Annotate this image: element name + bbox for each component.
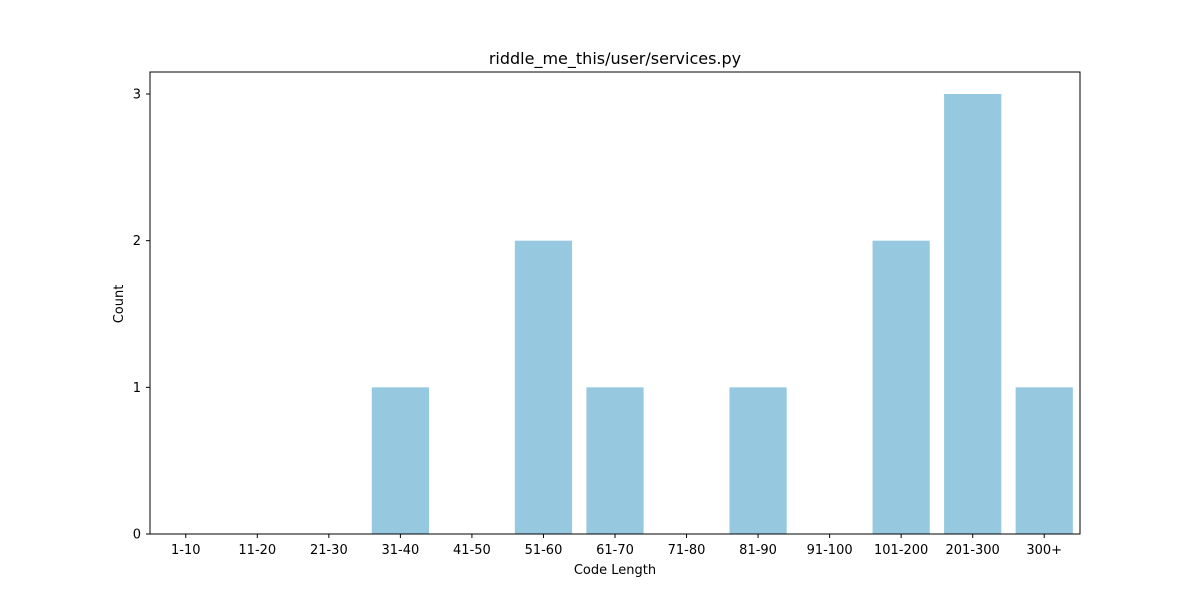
x-axis: 1-10 11-20 21-30 31-40 41-50 51-60 61-70 71-80 8… bbox=[171, 534, 1062, 558]
x-axis-label: Code Length bbox=[574, 563, 656, 578]
bars-layer bbox=[371, 94, 1073, 534]
x-tick-label: 21-30 bbox=[310, 543, 348, 558]
bar-300+ bbox=[1015, 387, 1073, 534]
y-tick-label: 2 bbox=[133, 234, 141, 249]
x-tick-label: 81-90 bbox=[739, 543, 777, 558]
x-tick-label: 51-60 bbox=[525, 543, 563, 558]
x-tick-label: 31-40 bbox=[381, 543, 419, 558]
y-axis: 0 1 2 3 bbox=[133, 88, 150, 543]
plot-frame bbox=[149, 71, 1081, 535]
y-tick-label: 0 bbox=[133, 528, 141, 543]
x-tick-label: 71-80 bbox=[668, 543, 706, 558]
x-tick-label: 101-200 bbox=[874, 543, 928, 558]
bar-51-60 bbox=[514, 240, 573, 534]
y-tick-label: 1 bbox=[133, 381, 141, 396]
x-tick-label: 11-20 bbox=[238, 543, 276, 558]
y-axis-label: Count bbox=[112, 285, 127, 324]
bar-31-40 bbox=[371, 387, 429, 534]
x-tick-label: 91-100 bbox=[807, 543, 853, 558]
x-tick-label: 300+ bbox=[1026, 543, 1062, 558]
bar-201-300 bbox=[944, 94, 1002, 534]
x-tick-label: 61-70 bbox=[596, 543, 634, 558]
x-tick-label: 201-300 bbox=[946, 543, 1000, 558]
x-tick-label: 1-10 bbox=[171, 543, 201, 558]
bar-61-70 bbox=[586, 387, 644, 534]
bar-101-200 bbox=[872, 240, 930, 534]
x-tick-label: 41-50 bbox=[453, 543, 491, 558]
chart-title: riddle_me_this/user/services.py bbox=[489, 49, 741, 69]
y-tick-label: 3 bbox=[133, 88, 141, 103]
bar-81-90 bbox=[729, 387, 787, 534]
